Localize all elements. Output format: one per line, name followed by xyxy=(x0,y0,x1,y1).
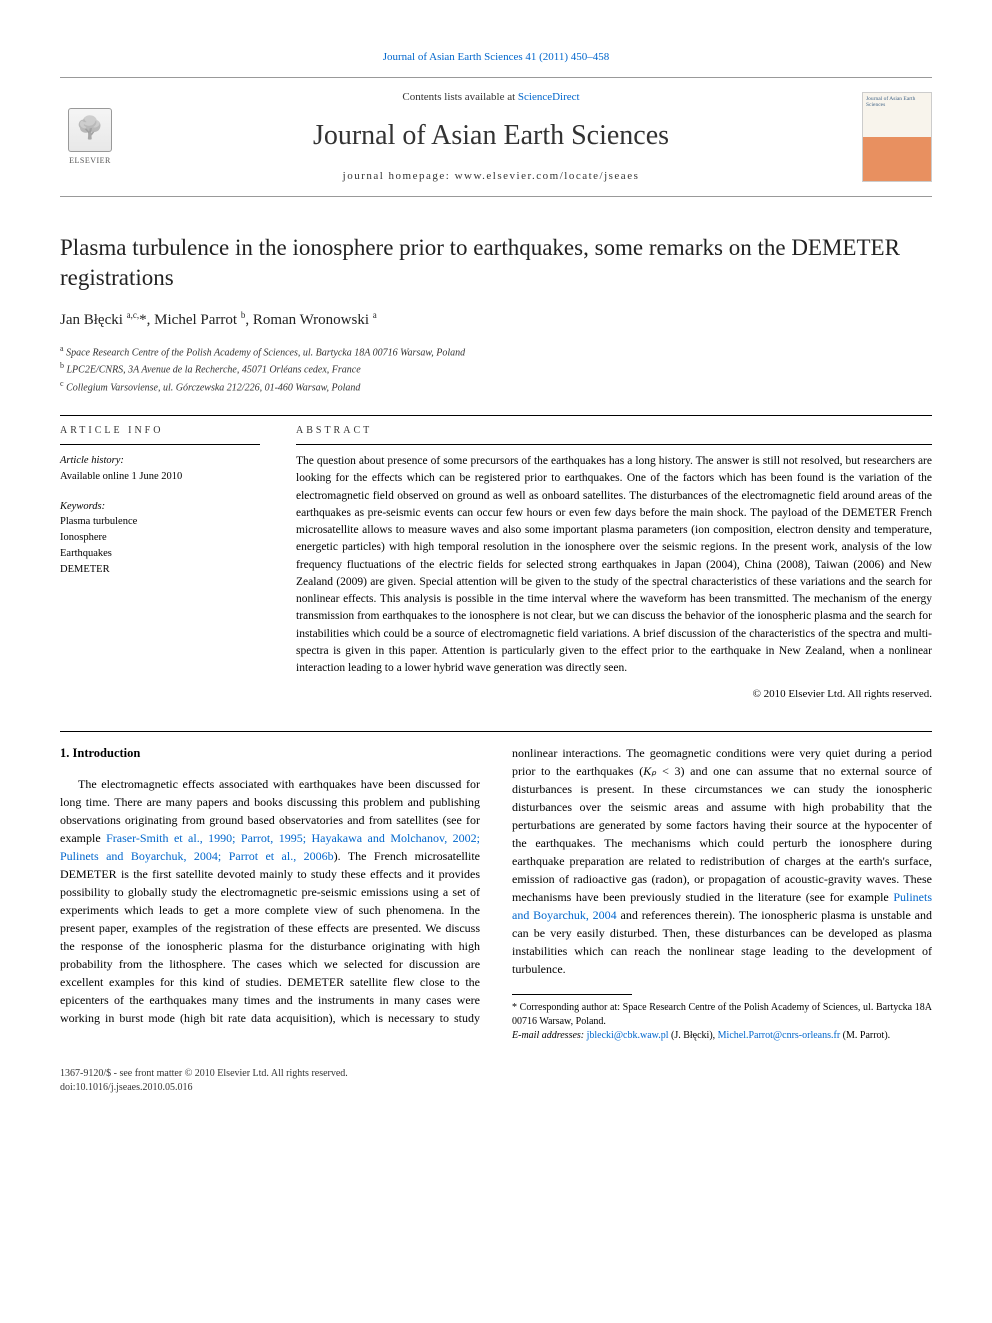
journal-cover-title: Journal of Asian Earth Sciences xyxy=(866,96,928,108)
masthead: ELSEVIER Contents lists available at Sci… xyxy=(60,77,932,197)
header-citation: Journal of Asian Earth Sciences 41 (2011… xyxy=(60,50,932,65)
abstract-text: The question about presence of some prec… xyxy=(296,444,932,677)
homepage-label: journal homepage: xyxy=(343,170,455,182)
abstract-heading: ABSTRACT xyxy=(296,416,932,444)
authors-line: Jan Błęcki a,c,*, Michel Parrot b, Roman… xyxy=(60,309,932,331)
article-history-label: Article history: xyxy=(60,453,260,469)
affiliation-c: c Collegium Varsoviense, ul. Górczewska … xyxy=(60,378,932,395)
contents-line: Contents lists available at ScienceDirec… xyxy=(140,90,842,105)
article-info-column: ARTICLE INFO Article history: Available … xyxy=(60,416,260,703)
abstract-copyright: © 2010 Elsevier Ltd. All rights reserved… xyxy=(296,687,932,702)
keyword-3: DEMETER xyxy=(60,562,260,578)
body-two-column: 1. Introduction The electromagnetic effe… xyxy=(60,744,932,1043)
sciencedirect-link[interactable]: ScienceDirect xyxy=(518,91,580,103)
article-info-heading: ARTICLE INFO xyxy=(60,416,260,444)
keywords-label: Keywords: xyxy=(60,499,260,515)
affiliation-b: b LPC2E/CNRS, 3A Avenue de la Recherche,… xyxy=(60,360,932,377)
journal-name: Journal of Asian Earth Sciences xyxy=(140,116,842,155)
elsevier-label: ELSEVIER xyxy=(69,155,111,166)
article-title: Plasma turbulence in the ionosphere prio… xyxy=(60,233,932,293)
issn-line: 1367-9120/$ - see front matter © 2010 El… xyxy=(60,1067,932,1081)
footnote-rule xyxy=(512,994,632,995)
page-footer: 1367-9120/$ - see front matter © 2010 El… xyxy=(60,1067,932,1095)
kp-symbol: Kₚ xyxy=(643,764,656,778)
journal-cover-thumbnail: Journal of Asian Earth Sciences xyxy=(862,92,932,182)
keyword-1: Ionosphere xyxy=(60,530,260,546)
keyword-0: Plasma turbulence xyxy=(60,514,260,530)
corresponding-author-note: * Corresponding author at: Space Researc… xyxy=(512,1001,932,1029)
intro-paragraph: The electromagnetic effects associated w… xyxy=(60,744,932,1043)
doi-line: doi:10.1016/j.jseaes.2010.05.016 xyxy=(60,1081,932,1095)
email-link-1[interactable]: jblecki@cbk.waw.pl xyxy=(587,1030,669,1041)
footnotes: * Corresponding author at: Space Researc… xyxy=(512,1001,932,1043)
email-link-2[interactable]: Michel.Parrot@cnrs-orleans.fr xyxy=(718,1030,841,1041)
keyword-2: Earthquakes xyxy=(60,546,260,562)
article-history-text: Available online 1 June 2010 xyxy=(60,469,260,485)
email-line: E-mail addresses: jblecki@cbk.waw.pl (J.… xyxy=(512,1029,932,1043)
homepage-url[interactable]: www.elsevier.com/locate/jseaes xyxy=(455,170,640,182)
homepage-line: journal homepage: www.elsevier.com/locat… xyxy=(140,169,842,184)
affiliation-a: a Space Research Centre of the Polish Ac… xyxy=(60,343,932,360)
divider-bottom xyxy=(60,731,932,732)
affiliations: a Space Research Centre of the Polish Ac… xyxy=(60,343,932,395)
elsevier-logo: ELSEVIER xyxy=(60,102,120,172)
section-1-heading: 1. Introduction xyxy=(60,744,480,763)
contents-prefix: Contents lists available at xyxy=(402,91,517,103)
abstract-column: ABSTRACT The question about presence of … xyxy=(296,416,932,703)
elsevier-tree-icon xyxy=(68,108,112,152)
